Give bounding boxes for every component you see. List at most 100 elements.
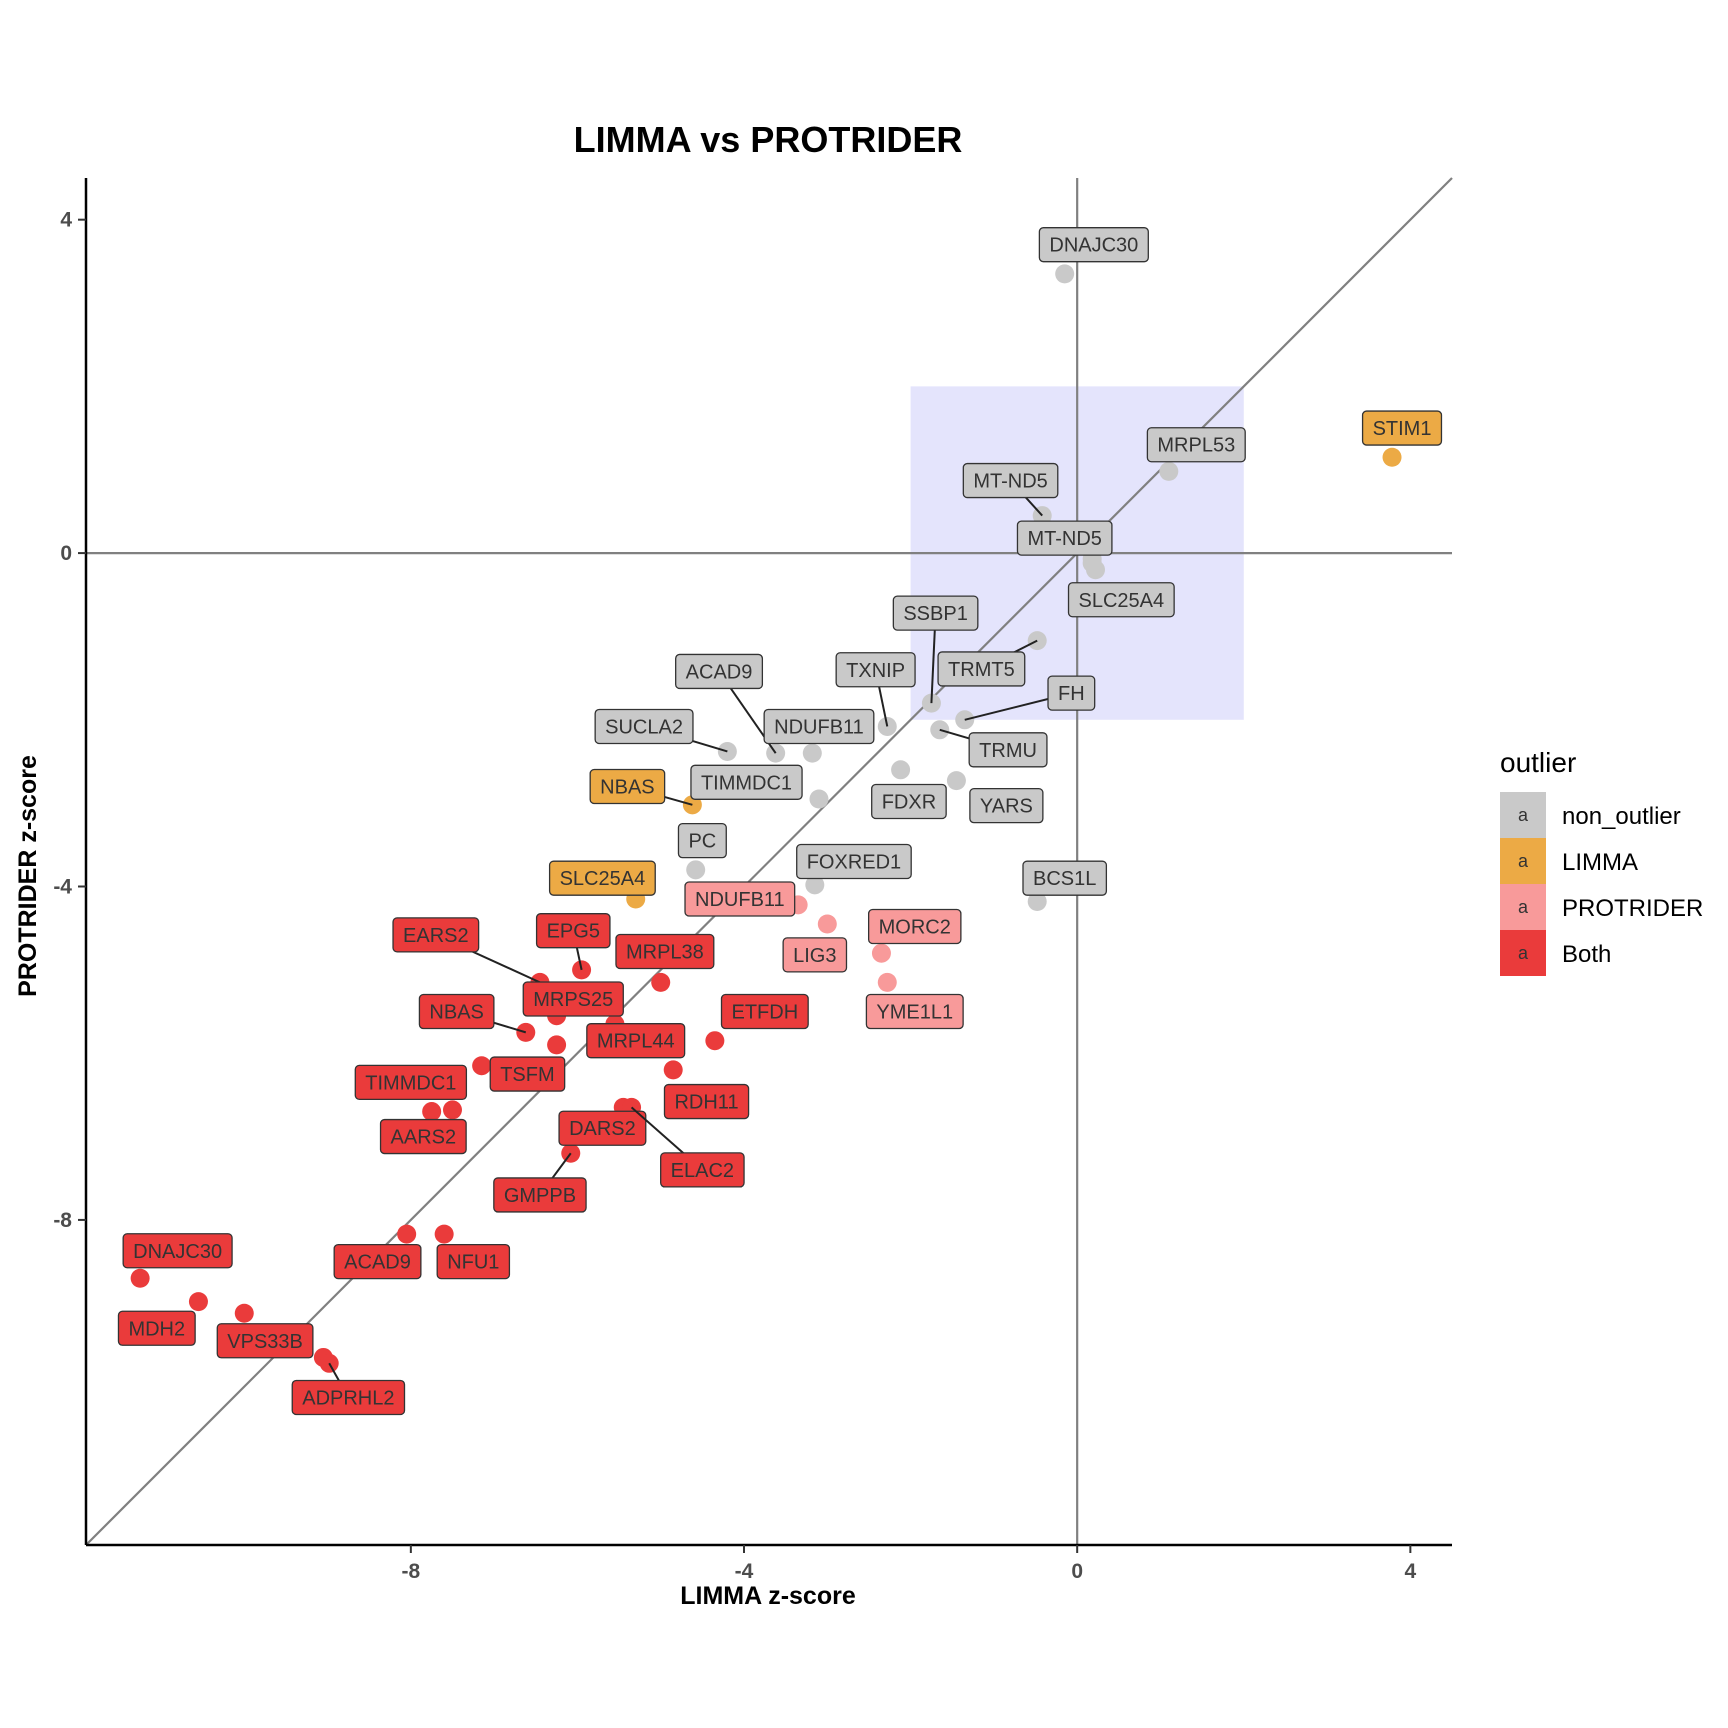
legend-key [1500, 792, 1546, 838]
point-label-box [333, 1243, 422, 1280]
point-label-box [690, 764, 803, 800]
point-label-text: TSFM [500, 1064, 554, 1086]
data-point [422, 1102, 442, 1122]
data-point [651, 972, 671, 992]
point-label-box [589, 768, 666, 805]
point-label-text: ACAD9 [686, 661, 753, 683]
data-point [877, 972, 897, 992]
data-point [705, 1031, 725, 1051]
point-label-text: MRPL53 [1157, 435, 1235, 457]
point-label: MT-ND5 [962, 462, 1059, 499]
point-label-text: MRPL38 [626, 942, 704, 964]
x-tick-label: -8 [401, 1560, 420, 1583]
point-label: DNAJC30 [122, 1233, 233, 1269]
data-point [188, 1292, 208, 1312]
point-label-text: GMPPB [504, 1185, 576, 1207]
data-point [871, 943, 891, 963]
point-label: GMPPB [493, 1177, 587, 1213]
point-label: ACAD9 [333, 1243, 422, 1280]
point-label-box [796, 843, 912, 880]
data-point [234, 1303, 254, 1323]
point-label-box [684, 881, 796, 917]
point-label-box [1047, 675, 1096, 711]
point-label: STIM1 [1361, 410, 1443, 446]
point-label-text: ELAC2 [671, 1160, 734, 1182]
point-label-text: NDUFB11 [774, 716, 864, 738]
point-label: MRPL44 [586, 1023, 686, 1059]
point-label-box [418, 993, 495, 1030]
point-label: SUCLA2 [594, 708, 694, 745]
legend-key [1500, 930, 1546, 976]
plot-area: -8 -4 0 4 4 0 -4 -8 DNAJC30 STIM1 MRPL53 MT-ND5 MT-N… [53, 177, 1453, 1583]
point-label-text: MRPS25 [533, 989, 613, 1011]
point-label-text: BCS1L [1033, 868, 1096, 890]
point-label-text: NBAS [429, 1002, 483, 1024]
point-label-box [216, 1323, 314, 1359]
point-label-box [677, 823, 727, 859]
point-label: FH [1047, 675, 1096, 711]
point-label: BCS1L [1022, 860, 1108, 896]
identity-line [85, 177, 1453, 1546]
data-point [397, 1224, 417, 1244]
data-point [802, 743, 822, 763]
point-label: ETFDH [720, 993, 809, 1030]
data-point [130, 1268, 150, 1288]
point-label: PC [677, 823, 727, 859]
data-point [547, 1035, 567, 1055]
point-label-text: ACAD9 [344, 1252, 411, 1274]
point-label-box [354, 1064, 468, 1101]
point-label-box [379, 1118, 467, 1155]
legend-key-glyph: a [1518, 851, 1529, 871]
point-label-text: VPS33B [227, 1331, 303, 1353]
point-label-box [1361, 410, 1443, 446]
point-label-box [1146, 427, 1246, 463]
point-label: ACAD9 [675, 653, 764, 690]
point-label: ADPRHL2 [291, 1379, 406, 1416]
point-label-box [436, 1243, 511, 1280]
x-tick-label: 0 [1071, 1560, 1083, 1583]
data-point [946, 771, 966, 791]
point-label-box [937, 651, 1026, 687]
point-label: EARS2 [392, 917, 480, 953]
point-label-box [117, 1310, 196, 1346]
point-label-text: MT-ND5 [973, 471, 1047, 493]
point-label: DARS2 [558, 1110, 647, 1146]
legend-label: non_outlier [1562, 803, 1681, 830]
point-label-text: YARS [980, 796, 1033, 818]
data-point [805, 875, 825, 895]
point-label-box [865, 993, 964, 1030]
point-label-text: NBAS [600, 776, 654, 798]
point-label-box [968, 732, 1048, 768]
legend-key-glyph: a [1518, 897, 1529, 917]
point-label: FDXR [871, 783, 947, 820]
point-label: TRMU [968, 732, 1048, 768]
point-label: YARS [969, 788, 1044, 824]
legend-key [1500, 838, 1546, 884]
point-label-box [493, 1177, 587, 1213]
point-label-text: LIG3 [793, 945, 836, 967]
point-label-box [489, 1056, 566, 1092]
point-label-box [763, 708, 875, 745]
point-label-box [535, 913, 611, 949]
point-label-text: EARS2 [403, 925, 469, 947]
point-label-text: ETFDH [731, 1002, 798, 1024]
point-label-text: MRPL44 [597, 1031, 675, 1053]
data-point [1159, 461, 1179, 481]
point-label: MRPS25 [522, 981, 624, 1017]
legend-title: outlier [1500, 747, 1576, 778]
point-label-text: MORC2 [879, 917, 951, 939]
point-label: MT-ND5 [1016, 520, 1113, 556]
point-label: VPS33B [216, 1323, 314, 1359]
point-label-text: YME1L1 [876, 1002, 953, 1024]
y-tick-label: 0 [60, 542, 72, 565]
point-label-text: PC [688, 831, 716, 853]
x-tick-label: -4 [735, 1560, 754, 1583]
point-label-text: EPG5 [547, 921, 600, 943]
point-label: TIMMDC1 [690, 764, 803, 800]
point-label-box [615, 933, 715, 970]
y-tick-label: -4 [53, 876, 72, 899]
point-label-box [586, 1023, 686, 1059]
point-label-text: SUCLA2 [605, 716, 683, 738]
point-label: NDUFB11 [763, 708, 875, 745]
